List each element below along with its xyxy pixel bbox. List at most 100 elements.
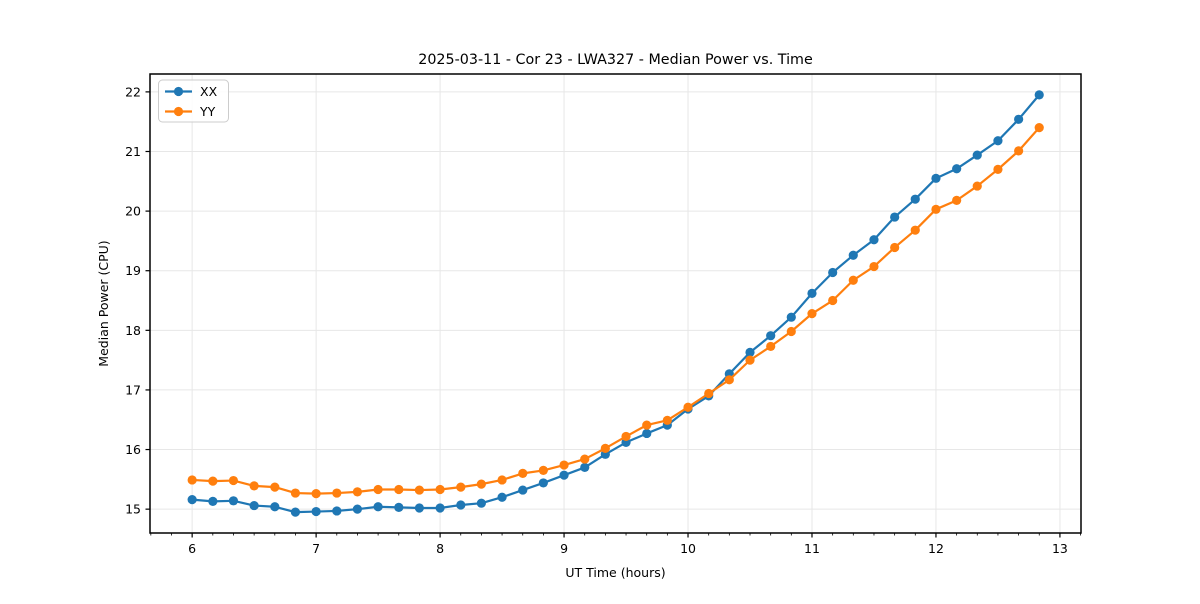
data-point-xx [890,212,900,222]
data-point-xx [249,500,259,511]
data-point-xx [456,500,466,510]
data-point-yy [869,261,879,272]
data-point-xx [435,503,445,513]
data-point-xx [311,506,321,517]
data-point-xx [828,267,838,278]
data-point-xx [270,502,280,512]
y-axis-label: Median Power (CPU) [96,240,111,366]
x-tick-label: 11 [804,541,820,556]
data-point-yy [435,484,445,495]
data-point-yy [807,309,817,319]
data-point-yy [890,242,900,253]
series-layer [187,90,1044,517]
data-point-yy [766,341,776,352]
x-tick-label: 6 [188,541,196,556]
data-point-xx [373,502,383,512]
data-point-yy [662,415,672,425]
data-point-yy [187,475,197,485]
data-point-yy [518,468,528,478]
y-tick-label: 18 [125,323,141,338]
data-point-yy [270,482,280,492]
x-tick-label: 13 [1052,541,1068,556]
data-point-yy [724,375,734,385]
series-line-yy [192,126,1041,495]
data-point-yy [332,488,342,498]
y-tick-label: 17 [125,382,141,397]
data-point-xx [642,428,652,439]
data-point-yy [642,420,652,430]
data-point-xx [332,506,342,516]
data-point-yy [497,475,507,485]
data-point-xx [869,235,879,245]
plot-frame [149,73,1082,534]
data-point-xx [848,250,858,260]
chart-title: 2025-03-11 - Cor 23 - LWA327 - Median Po… [418,52,813,68]
data-point-yy [352,487,362,497]
x-tick-label: 12 [928,541,944,556]
data-point-yy [311,489,321,499]
data-point-xx [352,504,362,514]
grid-layer [150,74,1081,533]
legend-label-yy: YY [199,104,216,119]
data-point-yy [1014,146,1024,156]
x-tick-label: 9 [560,541,568,556]
data-point-yy [600,443,610,453]
x-axis-label: UT Time (hours) [565,565,665,580]
ticks-layer: 6 7 8 9 10 11 12 13 15 16 17 18 19 20 21 22 [125,84,1081,556]
y-tick-label: 16 [125,442,141,457]
data-point-yy [848,275,858,285]
data-point-xx [766,331,776,341]
data-point-yy [414,485,424,495]
data-point-yy [208,476,218,486]
data-point-xx [993,136,1003,146]
data-point-xx [1034,90,1044,100]
data-point-xx [394,502,404,512]
data-point-xx [476,498,486,508]
data-point-yy [538,465,548,476]
data-point-yy [972,181,982,191]
data-point-xx [786,312,796,322]
data-point-xx [559,470,569,480]
data-point-yy [559,460,569,470]
data-point-xx [187,495,197,505]
data-point-xx [290,507,301,517]
x-tick-label: 7 [312,541,320,556]
data-point-xx [745,347,755,357]
data-point-xx [931,173,941,183]
data-point-yy [745,355,755,365]
y-tick-label: 21 [125,144,141,159]
x-tick-label: 10 [680,541,696,556]
data-point-xx [952,164,962,174]
data-point-yy [704,388,714,399]
x-tick-label: 8 [436,541,444,556]
data-point-xx [208,496,218,507]
data-point-xx [228,496,239,506]
data-point-yy [373,484,383,495]
data-point-xx [1014,114,1024,124]
data-point-xx [580,462,590,473]
y-tick-label: 15 [125,502,141,517]
data-point-yy [952,195,962,205]
y-tick-label: 19 [125,263,141,278]
data-point-yy [910,225,920,235]
y-tick-label: 22 [125,84,141,99]
data-point-yy [683,402,693,412]
data-point-yy [931,204,941,214]
data-point-xx [972,150,982,160]
data-point-yy [621,431,631,442]
data-point-xx [497,492,507,502]
legend: XX YY [158,79,229,123]
legend-marker-icon-xx [173,86,184,97]
data-point-yy [290,488,301,498]
data-point-yy [394,484,404,495]
legend-box [158,79,229,123]
data-point-yy [828,295,838,306]
y-tick-label: 20 [125,204,141,219]
data-point-yy [456,482,466,492]
data-point-yy [993,164,1003,174]
data-point-yy [1034,123,1044,133]
data-point-yy [476,479,486,489]
data-point-xx [807,288,817,298]
